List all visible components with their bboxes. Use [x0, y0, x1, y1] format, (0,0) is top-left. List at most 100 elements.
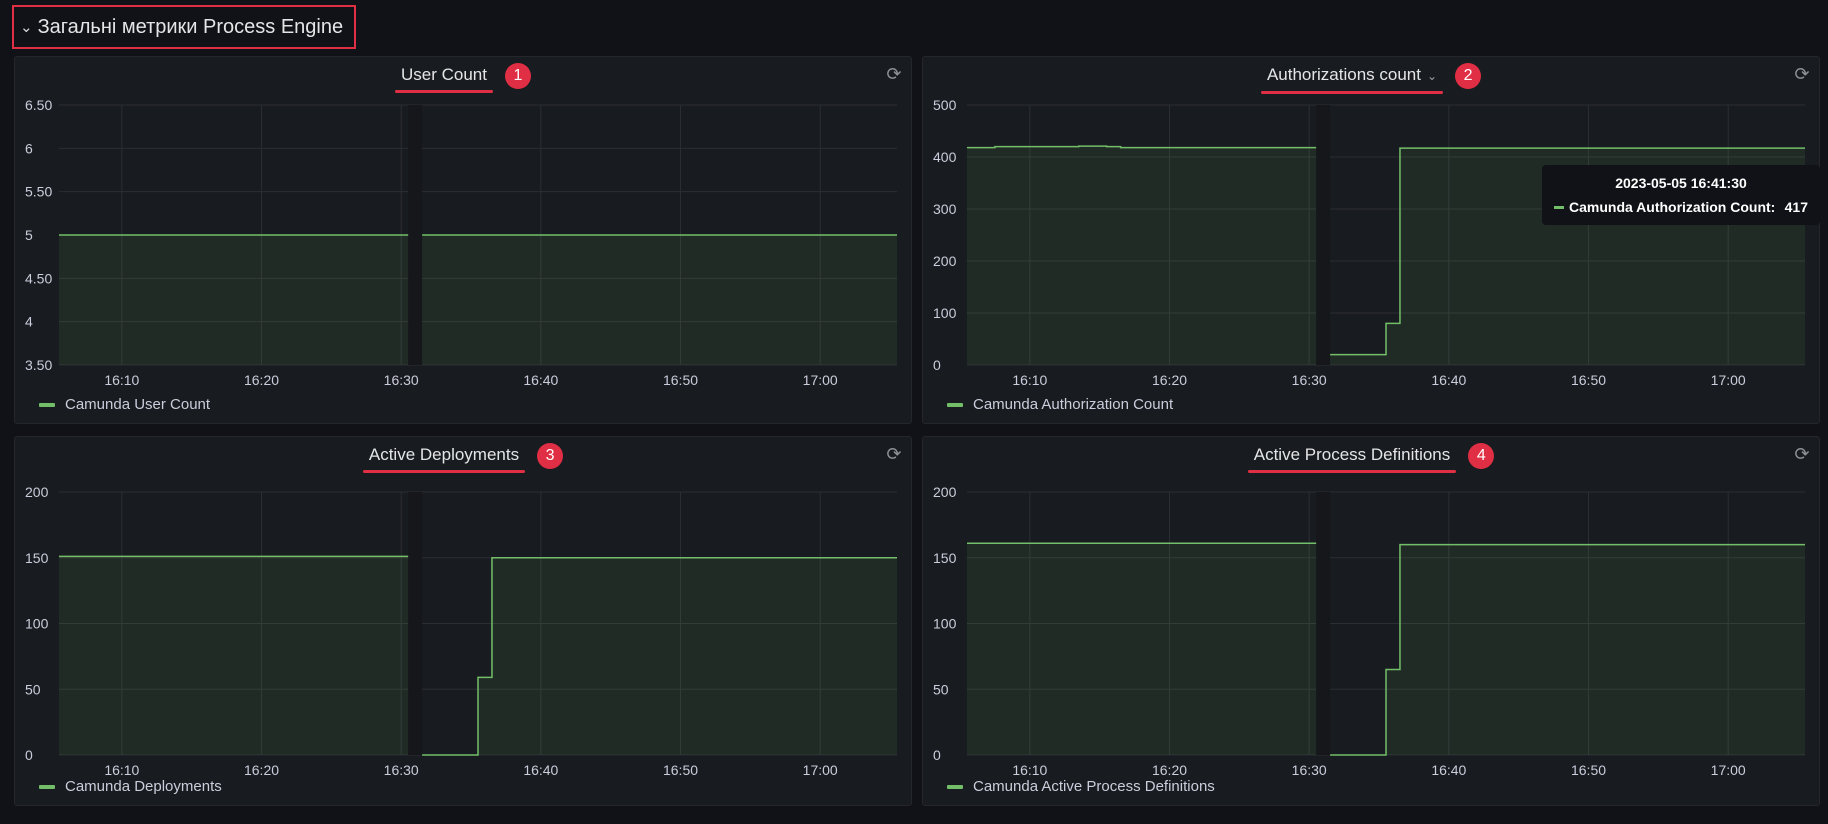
- x-tick-label: 16:10: [104, 372, 139, 388]
- x-tick-label: 17:00: [803, 372, 838, 388]
- x-tick-label: 16:10: [1012, 372, 1047, 388]
- chart-active-deployments: 200 150 100 50 0 16:10 16:20 16:30 16:40 16:50 17:…: [25, 484, 897, 778]
- x-tick-label: 16:10: [1012, 762, 1047, 778]
- series-area: [59, 235, 409, 365]
- y-tick-label: 50: [933, 681, 949, 697]
- panel-title-bar[interactable]: Authorizations count ⌄ 2: [923, 63, 1819, 94]
- legend-swatch: [947, 784, 963, 789]
- x-tick-label: 17:00: [1711, 372, 1746, 388]
- no-data-band: [1316, 105, 1331, 365]
- series-area: [967, 543, 1317, 755]
- y-tick-label: 4.50: [25, 270, 52, 286]
- series-area: [422, 235, 897, 365]
- annotation-badge: 4: [1468, 443, 1495, 469]
- refresh-icon[interactable]: ⟳: [886, 444, 902, 464]
- legend-swatch: [947, 402, 963, 407]
- row-title: Загальні метрики Process Engine: [37, 15, 344, 38]
- y-tick-label: 300: [933, 201, 957, 217]
- series-area: [1330, 544, 1805, 755]
- x-tick-label: 16:30: [1292, 762, 1327, 778]
- x-tick-label: 17:00: [1711, 762, 1746, 778]
- series-area: [422, 557, 897, 755]
- x-tick-label: 16:30: [1292, 372, 1327, 388]
- x-tick-label: 16:50: [663, 372, 698, 388]
- tooltip-label: Camunda Authorization Count:: [1569, 199, 1776, 215]
- tooltip-swatch: [1554, 205, 1564, 209]
- no-data-band: [1316, 492, 1331, 755]
- legend[interactable]: Camunda Active Process Definitions: [947, 778, 1215, 795]
- y-tick-label: 3.50: [25, 357, 52, 373]
- x-tick-label: 17:00: [803, 762, 838, 778]
- legend[interactable]: Camunda User Count: [39, 396, 210, 413]
- chart-active-process-definitions: 200 150 100 50 0 16:10 16:20 16:30 16:40 16:50 17:…: [933, 484, 1805, 778]
- panel-title[interactable]: User Count: [395, 63, 493, 93]
- x-tick-label: 16:40: [1431, 372, 1466, 388]
- tooltip-value: 417: [1784, 199, 1808, 215]
- row-header[interactable]: ⌄ Загальні метрики Process Engine: [12, 5, 356, 49]
- legend[interactable]: Camunda Deployments: [39, 778, 222, 795]
- panel-title-text: Authorizations count: [1266, 65, 1421, 84]
- x-tick-label: 16:40: [1431, 762, 1466, 778]
- x-tick-label: 16:40: [523, 762, 558, 778]
- series-area: [967, 146, 1317, 365]
- x-tick-label: 16:50: [1571, 372, 1606, 388]
- y-tick-label: 50: [25, 681, 41, 697]
- panel-title-bar[interactable]: User Count 1: [15, 63, 911, 93]
- y-tick-label: 5.50: [25, 184, 52, 200]
- annotation-badge: 1: [504, 63, 531, 89]
- legend[interactable]: Camunda Authorization Count: [947, 396, 1173, 413]
- x-tick-label: 16:10: [104, 762, 139, 778]
- panel-title[interactable]: Active Deployments: [362, 443, 526, 473]
- series-area: [59, 556, 409, 755]
- x-tick-label: 16:20: [1152, 762, 1187, 778]
- y-tick-label: 200: [933, 253, 957, 269]
- panel-title[interactable]: Active Process Definitions: [1247, 443, 1457, 473]
- refresh-icon[interactable]: ⟳: [1794, 64, 1810, 84]
- y-tick-label: 100: [25, 616, 49, 632]
- x-tick-label: 16:20: [1152, 372, 1187, 388]
- hover-tooltip: 2023-05-05 16:41:30 Camunda Authorizatio…: [1542, 165, 1820, 225]
- x-tick-label: 16:30: [384, 762, 419, 778]
- annotation-badge: 3: [537, 443, 564, 469]
- legend-label: Camunda Authorization Count: [973, 396, 1174, 413]
- series-line: [967, 145, 1317, 149]
- x-tick-label: 16:20: [244, 762, 279, 778]
- panel-authorizations-count: Authorizations count ⌄ 2 ⟳ 500 400 300 200 100…: [922, 56, 1820, 424]
- legend-label: Camunda Deployments: [65, 778, 222, 795]
- legend-swatch: [39, 784, 55, 789]
- panel-title[interactable]: Authorizations count ⌄: [1260, 63, 1444, 94]
- y-tick-label: 6.50: [25, 97, 52, 113]
- y-tick-label: 4: [25, 314, 33, 330]
- chevron-down-icon[interactable]: ⌄: [20, 19, 33, 36]
- legend-label: Camunda Active Process Definitions: [973, 778, 1215, 795]
- y-tick-label: 500: [933, 97, 957, 113]
- series-line: [1330, 543, 1805, 756]
- tooltip-time: 2023-05-05 16:41:30: [1615, 175, 1747, 191]
- y-tick-label: 6: [25, 140, 33, 156]
- y-tick-label: 100: [933, 616, 957, 632]
- y-tick-label: 0: [25, 747, 33, 763]
- x-tick-label: 16:50: [663, 762, 698, 778]
- panel-title-bar[interactable]: Active Deployments 3: [15, 443, 911, 473]
- panel-title-bar[interactable]: Active Process Definitions 4: [923, 443, 1819, 473]
- series-line: [422, 557, 897, 756]
- tooltip-row: Camunda Authorization Count: 417: [1554, 199, 1808, 215]
- no-data-band: [408, 105, 423, 365]
- y-tick-label: 0: [933, 357, 941, 373]
- x-tick-label: 16:30: [384, 372, 419, 388]
- refresh-icon[interactable]: ⟳: [1794, 444, 1810, 464]
- chart-authorizations-count: 500 400 300 200 100 0 16:10 16:20 16:30 16:40 16:5…: [933, 97, 1805, 388]
- y-tick-label: 0: [933, 747, 941, 763]
- refresh-icon[interactable]: ⟳: [886, 64, 902, 84]
- y-tick-label: 200: [25, 484, 49, 500]
- legend-label: Camunda User Count: [65, 396, 211, 413]
- panel-active-process-definitions: Active Process Definitions 4 ⟳ 200 150 100 5…: [922, 436, 1820, 806]
- y-tick-label: 400: [933, 149, 957, 165]
- y-tick-label: 200: [933, 484, 957, 500]
- series-line: [1330, 147, 1805, 356]
- panel-active-deployments: Active Deployments 3 ⟳ 200 150 100 50 0 16:10 1…: [14, 436, 912, 806]
- y-tick-label: 5: [25, 227, 33, 243]
- chevron-down-icon[interactable]: ⌄: [1426, 69, 1438, 83]
- chart-user-count: 6.50 6 5.50 5 4.50 4 3.50 16:10 16:20 16:30 16:40 1…: [25, 97, 897, 388]
- no-data-band: [408, 492, 423, 755]
